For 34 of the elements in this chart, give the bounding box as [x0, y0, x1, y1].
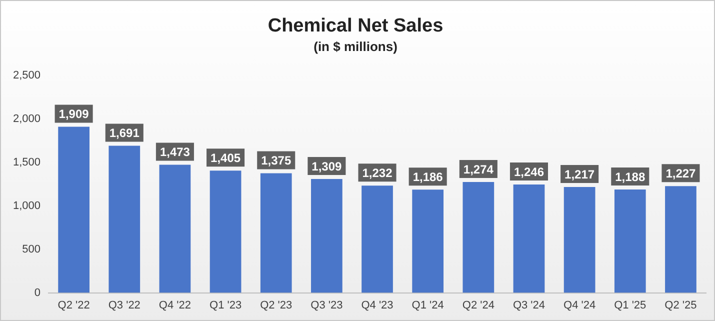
data-label: 1,186: [412, 170, 444, 184]
y-tick-label: 1,500: [12, 156, 41, 168]
chart-subtitle: (in $ millions): [314, 39, 398, 54]
x-tick-label: Q3 '24: [512, 299, 546, 312]
chart-title: Chemical Net Sales: [268, 16, 444, 37]
x-tick-label: Q1 '24: [412, 299, 444, 312]
x-tick-label: Q4 '24: [564, 299, 596, 312]
data-label: 1,375: [261, 154, 292, 168]
data-label: 1,309: [312, 159, 342, 174]
x-tick-label: Q2 '23: [260, 299, 292, 312]
x-tick-label: Q4 '22: [158, 299, 192, 312]
y-tick-label: 500: [22, 243, 41, 256]
data-label: 1,691: [109, 126, 140, 140]
data-label: 1,246: [514, 164, 544, 179]
data-label: 1,405: [210, 150, 241, 165]
x-tick-label: Q3 '22: [108, 299, 140, 312]
y-tick-label: 0: [34, 286, 41, 299]
x-tick-label: Q2 '25: [664, 299, 697, 312]
data-label: 1,909: [58, 107, 90, 122]
x-tick-label: Q2 '22: [58, 299, 90, 312]
x-tick-label: Q1 '25: [614, 299, 646, 312]
x-tick-label: Q4 '23: [361, 299, 394, 312]
x-tick-label: Q3 '23: [310, 299, 343, 312]
data-label: 1,473: [160, 145, 190, 160]
data-label: 1,232: [362, 166, 393, 180]
x-tick-label: Q2 '24: [462, 299, 494, 312]
data-label: 1,274: [463, 162, 494, 176]
x-tick-label: Q1 '23: [210, 299, 242, 312]
data-label: 1,227: [666, 166, 696, 180]
y-tick-label: 2,500: [12, 69, 41, 82]
data-label: 1,217: [564, 167, 595, 182]
y-tick-label: 1,000: [12, 200, 41, 212]
y-tick-label: 2,000: [12, 112, 41, 125]
data-label: 1,188: [615, 170, 646, 184]
